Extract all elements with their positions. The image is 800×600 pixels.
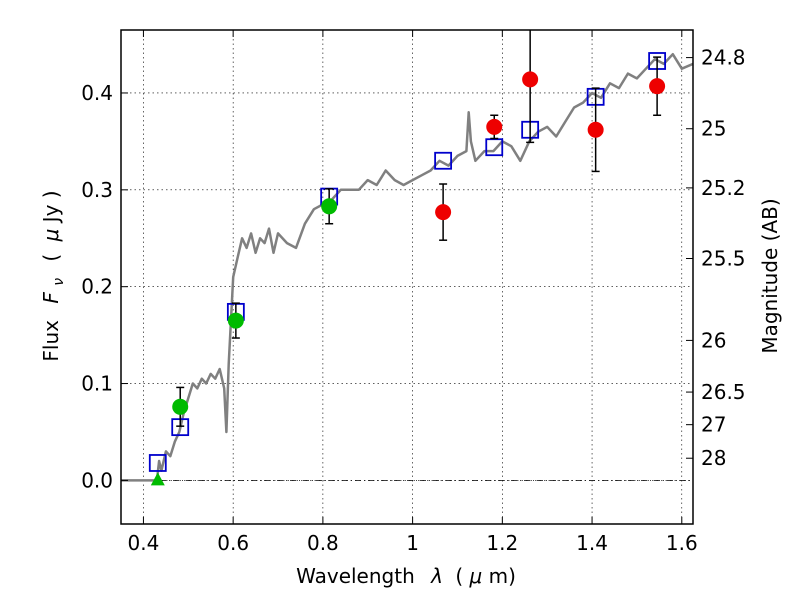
magnitude-tick-label: 25.5: [701, 247, 746, 271]
magnitude-tick-label: 27: [701, 413, 726, 437]
y-axis-title-nu: ν: [51, 278, 67, 286]
photometry-point-red: [522, 71, 539, 88]
model-photometry-square: [434, 151, 453, 170]
magnitude-tick-label: 24.8: [701, 46, 746, 70]
x-tick-labels: 0.4 0.6 0.8 1 1.2 1.4 1.6: [128, 531, 698, 555]
photometry-point-red: [435, 204, 452, 221]
series-layer: [121, 30, 693, 486]
x-tick-label: 0.6: [217, 531, 249, 555]
y-tick-label: 0.2: [81, 275, 113, 299]
photometry-point-green: [172, 398, 189, 415]
x-tick-label: 0.8: [307, 531, 339, 555]
upper-limit-triangle: [150, 472, 165, 486]
magnitude-tick-label: 25: [701, 117, 726, 141]
x-axis-title-unit-rest: m): [489, 564, 516, 588]
magnitude-axis-title: Magnitude (AB): [758, 198, 782, 353]
photometry-point-red: [486, 118, 503, 135]
x-tick-label: 1.4: [576, 531, 608, 555]
y-axis-title-unit-mu: μ: [39, 229, 63, 243]
x-axis-title: Wavelength λ ( μ m): [296, 564, 516, 588]
x-axis-title-text: Wavelength: [296, 564, 415, 588]
y-axis-title-unit-open: (: [39, 254, 63, 262]
x-axis-title-lambda: λ: [430, 564, 443, 588]
x-axis-title-unit-open: (: [455, 564, 463, 588]
y-tick-label: 0.3: [81, 178, 113, 202]
photometry-point-green: [321, 198, 338, 215]
magnitude-tick-label: 26.5: [701, 380, 746, 404]
y-axis-title-unit-rest: Jy ): [39, 190, 63, 224]
x-tick-label: 1.2: [486, 531, 518, 555]
x-tick-label: 0.4: [128, 531, 160, 555]
magnitude-tick-labels: 24.8 25 25.2 25.5 26 26.5 27 28: [701, 46, 746, 471]
magnitude-tick-label: 28: [701, 446, 726, 470]
plot-background: [121, 30, 693, 524]
y-axis-title-text: Flux: [39, 320, 63, 362]
photometry-point-red: [587, 121, 604, 138]
magnitude-tick-label: 25.2: [701, 176, 746, 200]
x-tick-label: 1.6: [666, 531, 698, 555]
y-tick-label: 0.0: [81, 468, 113, 492]
y-tick-labels: 0.0 0.1 0.2 0.3 0.4: [81, 81, 113, 492]
photometry-point-green: [227, 312, 244, 329]
x-axis-title-unit-mu: μ: [469, 564, 483, 588]
y-tick-label: 0.4: [81, 81, 113, 105]
model-photometry-square: [148, 454, 167, 472]
y-axis-title: Flux F ν ( μ Jy ): [39, 190, 68, 361]
template-spectrum-line: [121, 52, 693, 482]
y-tick-label: 0.1: [81, 372, 113, 396]
x-tick-label: 1: [406, 531, 419, 555]
ticks: [121, 30, 693, 524]
y-axis-title-f: F: [39, 292, 63, 304]
plot-frame: [120, 29, 694, 525]
photometry-point-red: [649, 78, 666, 95]
magnitude-tick-label: 26: [701, 328, 726, 352]
